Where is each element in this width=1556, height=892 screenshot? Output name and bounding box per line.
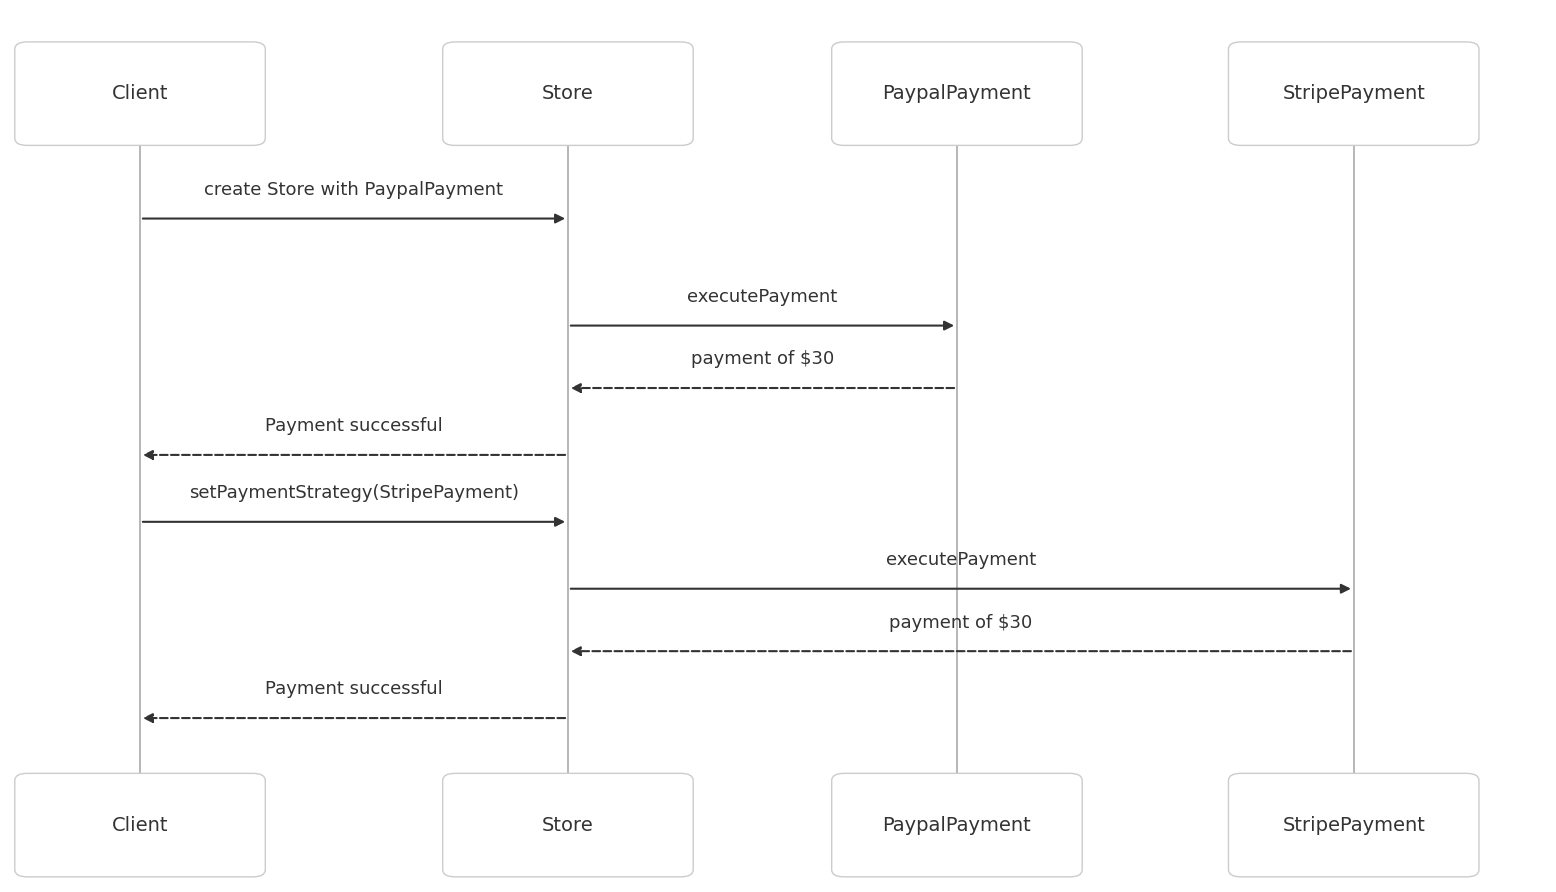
FancyBboxPatch shape [1229, 773, 1478, 877]
Text: Payment successful: Payment successful [265, 681, 443, 698]
Text: StripePayment: StripePayment [1282, 84, 1425, 103]
Text: Client: Client [112, 815, 168, 835]
Text: executePayment: executePayment [688, 288, 837, 306]
FancyBboxPatch shape [831, 773, 1083, 877]
FancyBboxPatch shape [1229, 42, 1478, 145]
Text: Store: Store [541, 84, 594, 103]
FancyBboxPatch shape [442, 42, 692, 145]
Text: Client: Client [112, 84, 168, 103]
FancyBboxPatch shape [16, 42, 265, 145]
Text: PaypalPayment: PaypalPayment [882, 84, 1032, 103]
Text: Store: Store [541, 815, 594, 835]
Text: payment of $30: payment of $30 [691, 351, 834, 368]
FancyBboxPatch shape [16, 773, 265, 877]
Text: executePayment: executePayment [885, 551, 1036, 569]
FancyBboxPatch shape [831, 42, 1083, 145]
Text: payment of $30: payment of $30 [888, 614, 1033, 632]
Text: setPaymentStrategy(StripePayment): setPaymentStrategy(StripePayment) [188, 484, 520, 502]
Text: create Store with PaypalPayment: create Store with PaypalPayment [204, 181, 504, 199]
FancyBboxPatch shape [442, 773, 692, 877]
Text: Payment successful: Payment successful [265, 417, 443, 435]
Text: StripePayment: StripePayment [1282, 815, 1425, 835]
Text: PaypalPayment: PaypalPayment [882, 815, 1032, 835]
